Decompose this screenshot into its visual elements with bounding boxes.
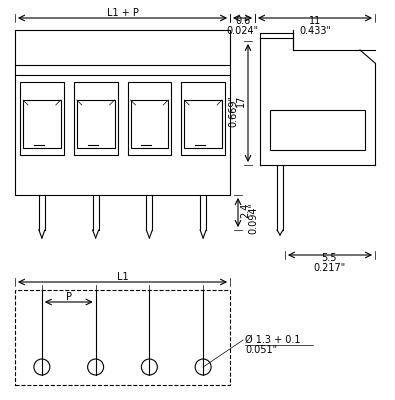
Text: Ø 1.3 + 0.1: Ø 1.3 + 0.1 xyxy=(245,335,301,345)
Text: 17: 17 xyxy=(236,95,246,107)
Text: 0.217": 0.217" xyxy=(313,263,345,273)
Text: 2.4: 2.4 xyxy=(240,203,250,218)
Bar xyxy=(74,82,117,155)
Text: 0.094": 0.094" xyxy=(248,202,258,234)
Text: 0.433": 0.433" xyxy=(299,26,331,36)
Bar xyxy=(270,110,365,150)
Text: L1: L1 xyxy=(117,272,128,282)
Text: 0.051": 0.051" xyxy=(245,345,277,355)
Bar xyxy=(77,100,115,148)
Bar xyxy=(15,290,230,385)
Text: P: P xyxy=(66,292,72,302)
Text: L1 + P: L1 + P xyxy=(107,8,138,18)
Bar xyxy=(128,82,171,155)
Bar xyxy=(20,82,64,155)
Bar xyxy=(184,100,222,148)
Text: 0.669": 0.669" xyxy=(228,95,238,127)
Text: 5.5: 5.5 xyxy=(321,253,337,263)
Bar xyxy=(23,100,61,148)
Text: 0.024": 0.024" xyxy=(226,26,259,36)
Text: 11: 11 xyxy=(309,16,321,26)
Bar xyxy=(15,30,230,195)
Text: 0.6: 0.6 xyxy=(235,16,250,26)
Bar xyxy=(181,82,225,155)
Bar xyxy=(130,100,168,148)
